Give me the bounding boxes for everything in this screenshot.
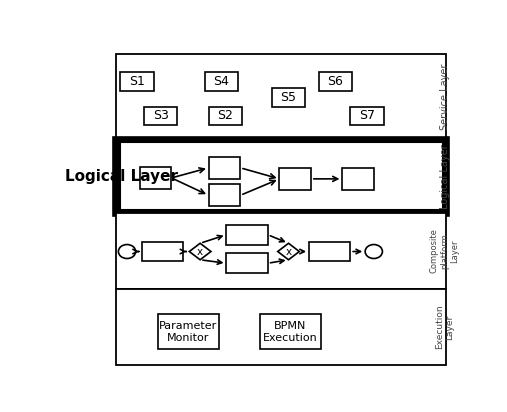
Bar <box>120 72 154 91</box>
Polygon shape <box>278 243 299 260</box>
Bar <box>227 225 268 245</box>
Bar <box>144 107 177 125</box>
Bar <box>117 140 447 213</box>
Bar <box>227 253 268 273</box>
Bar <box>142 242 183 261</box>
Text: S6: S6 <box>328 75 343 88</box>
Bar <box>209 157 240 179</box>
Bar <box>319 72 352 91</box>
Text: S7: S7 <box>359 109 375 122</box>
Text: Service Layer: Service Layer <box>440 63 450 130</box>
Bar <box>117 213 447 289</box>
Bar <box>140 167 171 189</box>
Bar <box>209 184 240 206</box>
Text: x: x <box>197 246 203 257</box>
Bar <box>158 314 219 349</box>
Text: Composite
platform
Layer: Composite platform Layer <box>429 228 459 273</box>
Text: Parameter
Monitor: Parameter Monitor <box>159 321 218 343</box>
Bar <box>272 88 305 107</box>
Bar <box>309 242 350 261</box>
Text: Logical Layer: Logical Layer <box>65 169 178 184</box>
Circle shape <box>365 245 382 258</box>
Bar <box>342 168 374 190</box>
Text: S1: S1 <box>129 75 145 88</box>
Bar <box>205 72 238 91</box>
Text: BPMN
Execution: BPMN Execution <box>263 321 318 343</box>
Text: S3: S3 <box>153 109 168 122</box>
Bar <box>279 168 311 190</box>
Bar <box>260 314 321 349</box>
Circle shape <box>119 245 136 258</box>
Text: S5: S5 <box>280 91 296 104</box>
Bar <box>209 107 242 125</box>
Polygon shape <box>189 243 211 260</box>
Text: Logical Layer: Logical Layer <box>440 144 450 208</box>
Bar <box>117 54 447 138</box>
Text: S4: S4 <box>213 75 230 88</box>
Bar <box>117 289 447 365</box>
Text: Execution
Layer: Execution Layer <box>435 305 454 349</box>
Text: x: x <box>285 246 292 257</box>
Text: S2: S2 <box>218 109 233 122</box>
Bar <box>350 107 384 125</box>
Bar <box>120 143 443 210</box>
